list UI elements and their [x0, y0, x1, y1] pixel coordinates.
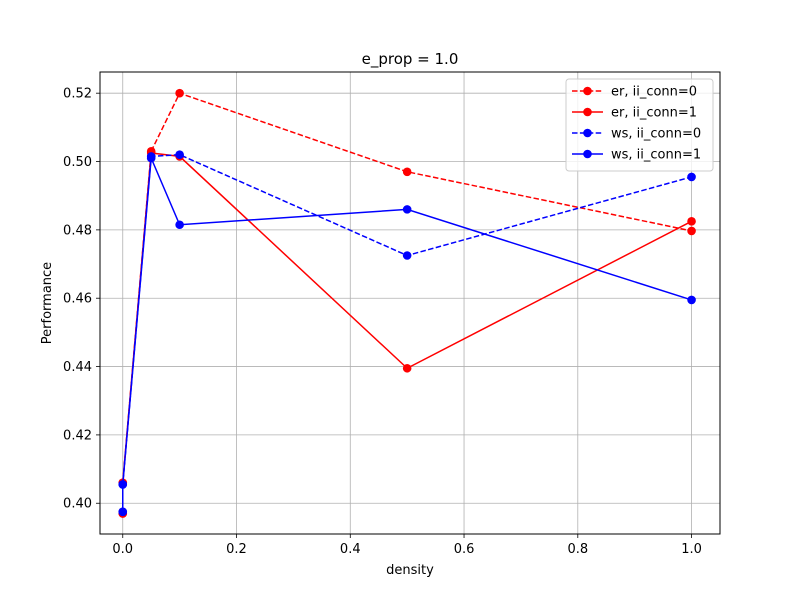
y-tick-label: 0.40: [63, 497, 92, 512]
data-point: [402, 205, 412, 214]
data-point: [175, 150, 184, 159]
y-tick-label: 0.44: [63, 360, 92, 375]
data-point: [118, 480, 128, 489]
legend-marker: [583, 107, 592, 117]
series-3: [118, 153, 696, 517]
x-tick-label: 0.4: [340, 542, 361, 557]
y-tick-label: 0.50: [63, 155, 92, 170]
legend-label: ws, ii_conn=1: [611, 148, 701, 163]
legend-label: er, ii_conn=0: [611, 85, 697, 100]
series-group: [118, 88, 696, 518]
legend-item: er, ii_conn=1: [572, 106, 697, 121]
data-point: [402, 251, 412, 260]
legend-item: ws, ii_conn=1: [572, 148, 701, 163]
y-tick-label: 0.46: [63, 292, 92, 307]
y-tick-label: 0.52: [63, 87, 92, 102]
x-tick-label: 0.2: [226, 542, 247, 557]
data-point: [402, 363, 412, 373]
legend-label: ws, ii_conn=0: [611, 127, 701, 142]
y-tick-label: 0.48: [63, 223, 92, 238]
y-tick-label: 0.42: [63, 428, 92, 443]
data-point: [118, 507, 128, 517]
x-tick-label: 0.6: [454, 542, 475, 557]
data-point: [402, 167, 412, 177]
data-point: [175, 220, 184, 230]
x-tick-label: 0.0: [112, 542, 133, 557]
axes-ticks: 0.0 0.2 0.4 0.6 0.8 1.0 0.40 0.42 0.44 0.46 0.48 0.…: [63, 87, 702, 557]
data-point: [687, 217, 696, 226]
legend-item: ws, ii_conn=0: [572, 127, 701, 142]
data-point: [687, 295, 696, 305]
legend-label: er, ii_conn=1: [611, 106, 697, 121]
data-point: [175, 88, 184, 98]
legend-marker: [583, 149, 592, 159]
series-line: [122, 153, 692, 512]
data-point: [146, 153, 156, 163]
x-tick-label: 0.8: [567, 542, 588, 557]
legend-marker: [583, 86, 592, 96]
legend-box: [565, 78, 714, 172]
legend-item: er, ii_conn=0: [572, 85, 697, 100]
series-line: [122, 157, 692, 512]
x-tick-label: 1.0: [681, 542, 702, 557]
legend: er, ii_conn=0 er, ii_conn=1 ws, ii_conn=0w…: [565, 78, 714, 172]
legend-marker: [583, 128, 592, 138]
x-axis-label: density: [386, 563, 434, 578]
plot-frame: [99, 71, 721, 535]
chart-title: e_prop = 1.0: [362, 50, 459, 69]
y-axis-label: Performance: [40, 262, 55, 344]
data-point: [687, 172, 696, 182]
data-point: [687, 226, 696, 236]
